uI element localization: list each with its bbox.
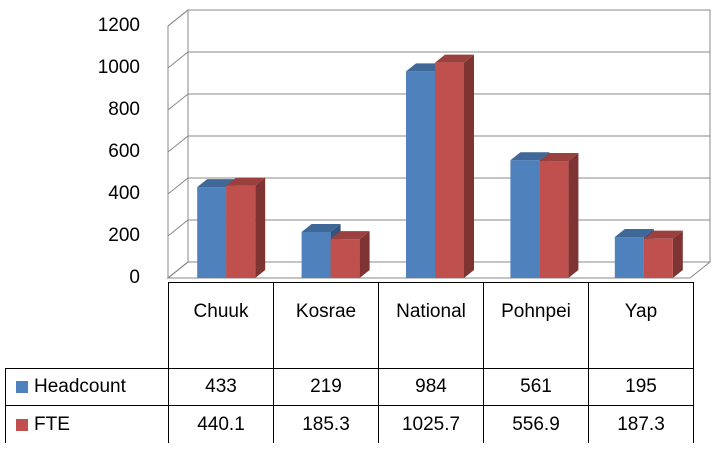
cell-text: 984 bbox=[415, 376, 447, 397]
table-value: 440.1 bbox=[168, 405, 273, 443]
cell-text: Pohnpei bbox=[501, 301, 571, 322]
bar-side bbox=[359, 231, 370, 278]
bar-front bbox=[301, 232, 331, 278]
cell-text: 219 bbox=[310, 376, 342, 397]
table-value: 433 bbox=[168, 368, 273, 405]
bar-top bbox=[226, 177, 266, 186]
bar bbox=[330, 231, 370, 278]
bar-front bbox=[197, 187, 227, 278]
legend-entry: FTE bbox=[5, 405, 168, 443]
cell-text: National bbox=[396, 301, 466, 322]
bar-front bbox=[435, 62, 464, 279]
bar-top bbox=[330, 231, 370, 240]
bar bbox=[435, 54, 474, 279]
bar-front bbox=[539, 161, 569, 278]
table-value: 185.3 bbox=[273, 405, 378, 443]
cell-text: 561 bbox=[520, 376, 552, 397]
bar-front bbox=[643, 238, 673, 278]
table-value: 187.3 bbox=[588, 405, 693, 443]
y-tick-label: 1200 bbox=[98, 15, 140, 36]
y-tick-label: 0 bbox=[129, 267, 140, 288]
legend-swatch bbox=[16, 381, 28, 393]
table-value: 195 bbox=[588, 368, 693, 405]
category-label: Pohnpei bbox=[483, 282, 588, 368]
y-tick-label: 1000 bbox=[98, 57, 140, 78]
grid-line bbox=[167, 135, 710, 153]
table-value: 1025.7 bbox=[378, 405, 483, 443]
bar-side bbox=[255, 177, 266, 278]
bar-top bbox=[301, 224, 341, 233]
legend-entry: Headcount bbox=[5, 368, 168, 405]
bar-front bbox=[406, 71, 435, 278]
bar-front bbox=[330, 239, 360, 278]
bar-top bbox=[197, 179, 237, 188]
table-border bbox=[693, 282, 694, 443]
cell-text: 187.3 bbox=[617, 413, 665, 435]
cell-text: 433 bbox=[205, 376, 237, 397]
y-tick-label: 800 bbox=[108, 99, 140, 120]
grid-line bbox=[167, 93, 710, 111]
bar-top bbox=[539, 153, 579, 162]
cell-text: FTE bbox=[34, 413, 70, 435]
cell-text: Chuuk bbox=[193, 301, 249, 322]
table-value: 984 bbox=[378, 368, 483, 405]
cell-text: 1025.7 bbox=[401, 413, 461, 435]
bar-top bbox=[435, 54, 474, 63]
cell-text: Kosrae bbox=[295, 301, 357, 322]
grid-line bbox=[167, 9, 710, 27]
bar-front bbox=[226, 185, 256, 278]
cell-text: 195 bbox=[625, 376, 657, 397]
bar-top bbox=[510, 152, 550, 161]
cell-text: 440.1 bbox=[197, 413, 245, 435]
grid-line bbox=[167, 51, 710, 69]
bar bbox=[539, 153, 579, 278]
bar-front bbox=[614, 237, 644, 278]
cell-text: 556.9 bbox=[512, 413, 560, 435]
category-label: Kosrae bbox=[273, 282, 378, 368]
y-tick-label: 400 bbox=[108, 183, 140, 204]
y-tick-label: 600 bbox=[108, 141, 140, 162]
bar-front bbox=[510, 160, 540, 278]
table-value: 219 bbox=[273, 368, 378, 405]
category-label: Chuuk bbox=[168, 282, 273, 368]
category-label: Yap bbox=[588, 282, 693, 368]
cell-text: Yap bbox=[624, 301, 658, 322]
bar bbox=[226, 177, 266, 278]
category-label: National bbox=[378, 282, 483, 368]
legend-swatch bbox=[16, 418, 28, 431]
bar-top bbox=[643, 230, 683, 239]
table-value: 556.9 bbox=[483, 405, 588, 443]
bar bbox=[643, 230, 683, 278]
bar-top bbox=[614, 229, 654, 238]
bar-side bbox=[464, 54, 474, 279]
y-tick-label: 200 bbox=[108, 225, 140, 246]
bar-side bbox=[568, 153, 579, 278]
cell-text: Headcount bbox=[34, 376, 126, 397]
bar-side bbox=[672, 230, 683, 278]
table-value: 561 bbox=[483, 368, 588, 405]
cell-text: 185.3 bbox=[302, 413, 350, 435]
